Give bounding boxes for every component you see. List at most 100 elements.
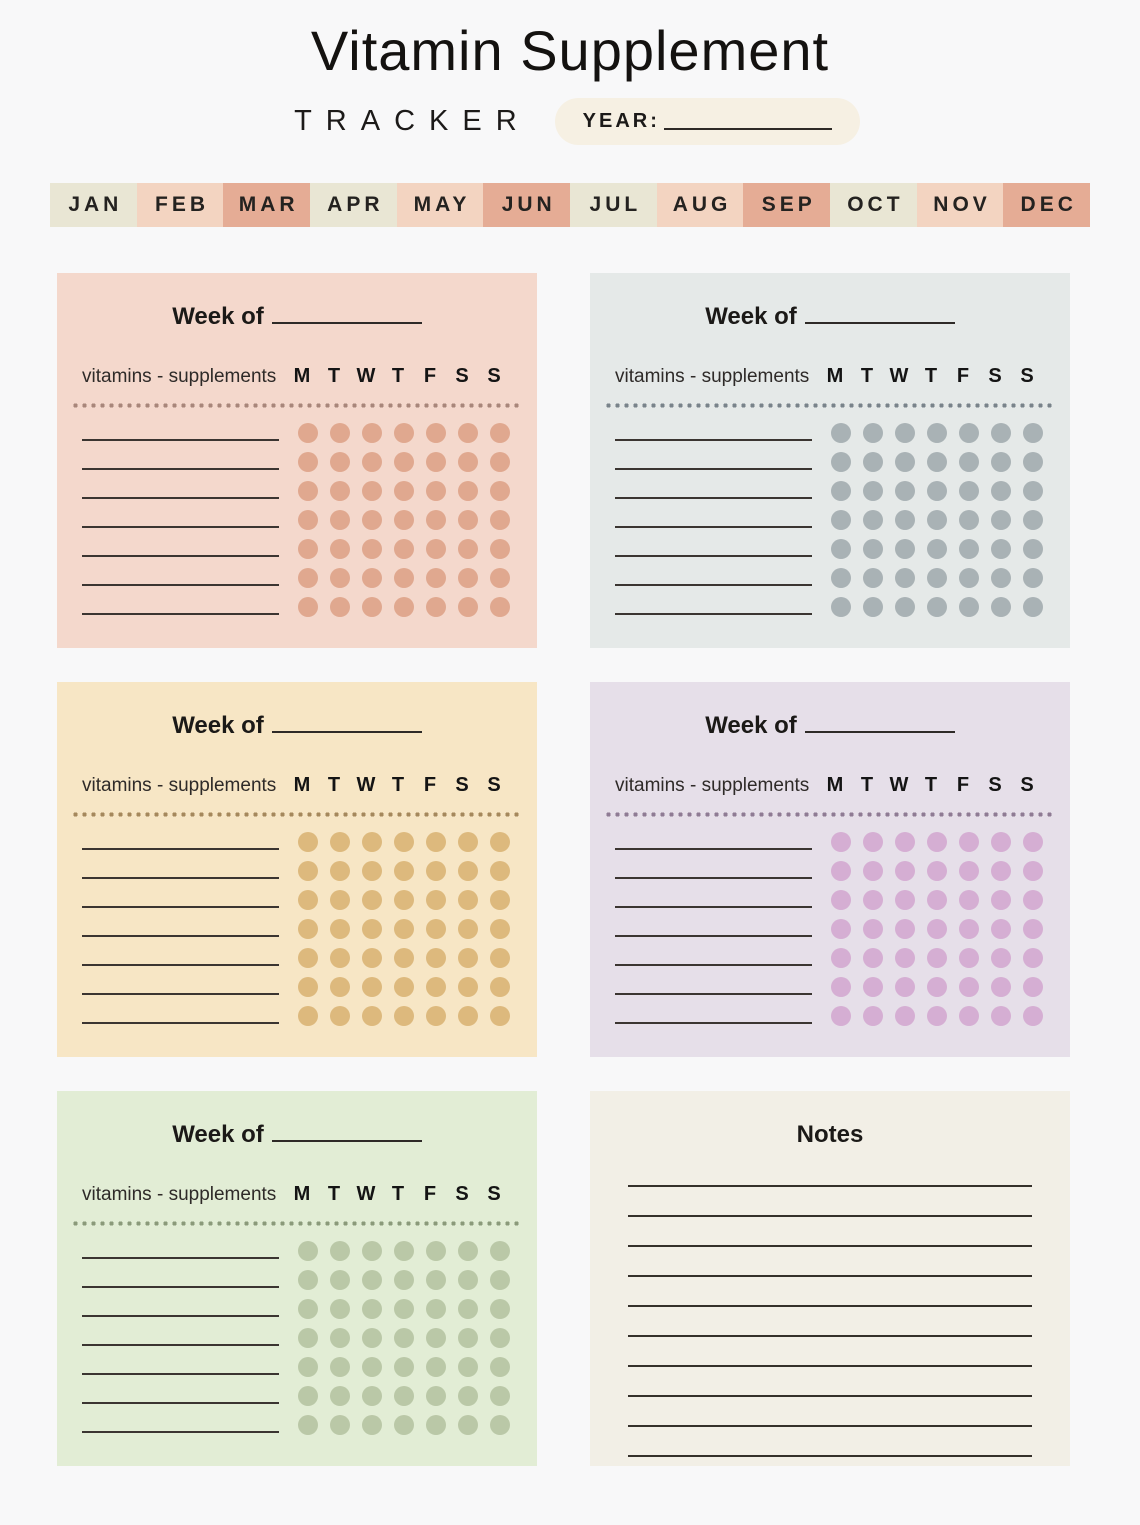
day-dot-4[interactable] <box>426 1298 446 1319</box>
day-dot-2[interactable] <box>362 509 382 530</box>
day-dot-0[interactable] <box>298 596 318 617</box>
day-dot-5[interactable] <box>458 509 478 530</box>
day-dot-5[interactable] <box>458 976 478 997</box>
week-of-input-line[interactable] <box>271 1122 422 1142</box>
month-nov[interactable]: NOV <box>916 183 1004 227</box>
supplement-name-line[interactable] <box>82 934 279 937</box>
supplement-name-line[interactable] <box>82 525 279 528</box>
day-dot-1[interactable] <box>330 1005 350 1026</box>
day-dot-4[interactable] <box>959 596 979 617</box>
day-dot-4[interactable] <box>959 1005 979 1026</box>
notes-line[interactable] <box>628 1367 1032 1397</box>
day-dot-1[interactable] <box>330 860 350 881</box>
day-dot-3[interactable] <box>394 1240 414 1261</box>
day-dot-3[interactable] <box>394 1327 414 1348</box>
day-dot-2[interactable] <box>895 480 915 501</box>
day-dot-4[interactable] <box>959 860 979 881</box>
day-dot-1[interactable] <box>863 596 883 617</box>
day-dot-4[interactable] <box>426 1356 446 1377</box>
day-dot-2[interactable] <box>362 889 382 910</box>
day-dot-1[interactable] <box>330 451 350 472</box>
day-dot-6[interactable] <box>490 1005 510 1026</box>
supplement-name-line[interactable] <box>82 963 279 966</box>
day-dot-3[interactable] <box>394 567 414 588</box>
day-dot-0[interactable] <box>298 1414 318 1435</box>
day-dot-1[interactable] <box>863 480 883 501</box>
day-dot-6[interactable] <box>490 889 510 910</box>
day-dot-4[interactable] <box>959 889 979 910</box>
week-of-input-line[interactable] <box>271 713 422 733</box>
day-dot-4[interactable] <box>959 947 979 968</box>
supplement-name-line[interactable] <box>82 554 279 557</box>
day-dot-0[interactable] <box>831 596 851 617</box>
supplement-name-line[interactable] <box>82 1256 279 1259</box>
day-dot-2[interactable] <box>895 567 915 588</box>
day-dot-3[interactable] <box>394 1269 414 1290</box>
day-dot-5[interactable] <box>991 422 1011 443</box>
day-dot-2[interactable] <box>362 1240 382 1261</box>
day-dot-3[interactable] <box>927 567 947 588</box>
day-dot-4[interactable] <box>426 1005 446 1026</box>
day-dot-2[interactable] <box>362 1005 382 1026</box>
month-apr[interactable]: APR <box>310 183 397 227</box>
supplement-name-line[interactable] <box>82 438 279 441</box>
day-dot-2[interactable] <box>362 538 382 559</box>
day-dot-5[interactable] <box>991 567 1011 588</box>
day-dot-1[interactable] <box>863 918 883 939</box>
supplement-name-line[interactable] <box>82 1343 279 1346</box>
day-dot-2[interactable] <box>362 918 382 939</box>
day-dot-3[interactable] <box>927 509 947 530</box>
month-may[interactable]: MAY <box>396 183 484 227</box>
day-dot-3[interactable] <box>927 596 947 617</box>
day-dot-4[interactable] <box>426 1385 446 1406</box>
day-dot-6[interactable] <box>490 1298 510 1319</box>
day-dot-6[interactable] <box>1023 976 1043 997</box>
day-dot-0[interactable] <box>831 567 851 588</box>
day-dot-1[interactable] <box>863 422 883 443</box>
day-dot-5[interactable] <box>458 596 478 617</box>
day-dot-2[interactable] <box>895 976 915 997</box>
day-dot-3[interactable] <box>394 976 414 997</box>
day-dot-4[interactable] <box>426 918 446 939</box>
day-dot-1[interactable] <box>863 451 883 472</box>
day-dot-0[interactable] <box>298 1005 318 1026</box>
day-dot-0[interactable] <box>298 1327 318 1348</box>
day-dot-3[interactable] <box>394 538 414 559</box>
day-dot-2[interactable] <box>362 451 382 472</box>
day-dot-2[interactable] <box>895 918 915 939</box>
day-dot-0[interactable] <box>831 860 851 881</box>
day-dot-4[interactable] <box>426 480 446 501</box>
day-dot-1[interactable] <box>330 918 350 939</box>
day-dot-0[interactable] <box>298 831 318 852</box>
day-dot-2[interactable] <box>362 1414 382 1435</box>
day-dot-3[interactable] <box>927 947 947 968</box>
day-dot-3[interactable] <box>394 1414 414 1435</box>
day-dot-5[interactable] <box>991 596 1011 617</box>
year-input-line[interactable] <box>663 112 832 130</box>
day-dot-2[interactable] <box>895 947 915 968</box>
day-dot-6[interactable] <box>1023 509 1043 530</box>
day-dot-6[interactable] <box>490 831 510 852</box>
day-dot-2[interactable] <box>895 509 915 530</box>
day-dot-5[interactable] <box>458 538 478 559</box>
notes-line[interactable] <box>628 1247 1032 1277</box>
day-dot-5[interactable] <box>458 889 478 910</box>
day-dot-5[interactable] <box>991 480 1011 501</box>
day-dot-1[interactable] <box>863 831 883 852</box>
day-dot-5[interactable] <box>991 1005 1011 1026</box>
day-dot-4[interactable] <box>426 509 446 530</box>
supplement-name-line[interactable] <box>82 612 279 615</box>
day-dot-0[interactable] <box>298 947 318 968</box>
day-dot-6[interactable] <box>490 422 510 443</box>
notes-line[interactable] <box>628 1307 1032 1337</box>
month-oct[interactable]: OCT <box>830 183 917 227</box>
day-dot-3[interactable] <box>394 1356 414 1377</box>
day-dot-3[interactable] <box>394 947 414 968</box>
day-dot-2[interactable] <box>362 976 382 997</box>
day-dot-6[interactable] <box>1023 567 1043 588</box>
supplement-name-line[interactable] <box>82 992 279 995</box>
day-dot-3[interactable] <box>394 860 414 881</box>
day-dot-4[interactable] <box>426 1240 446 1261</box>
day-dot-6[interactable] <box>1023 451 1043 472</box>
day-dot-5[interactable] <box>458 1298 478 1319</box>
